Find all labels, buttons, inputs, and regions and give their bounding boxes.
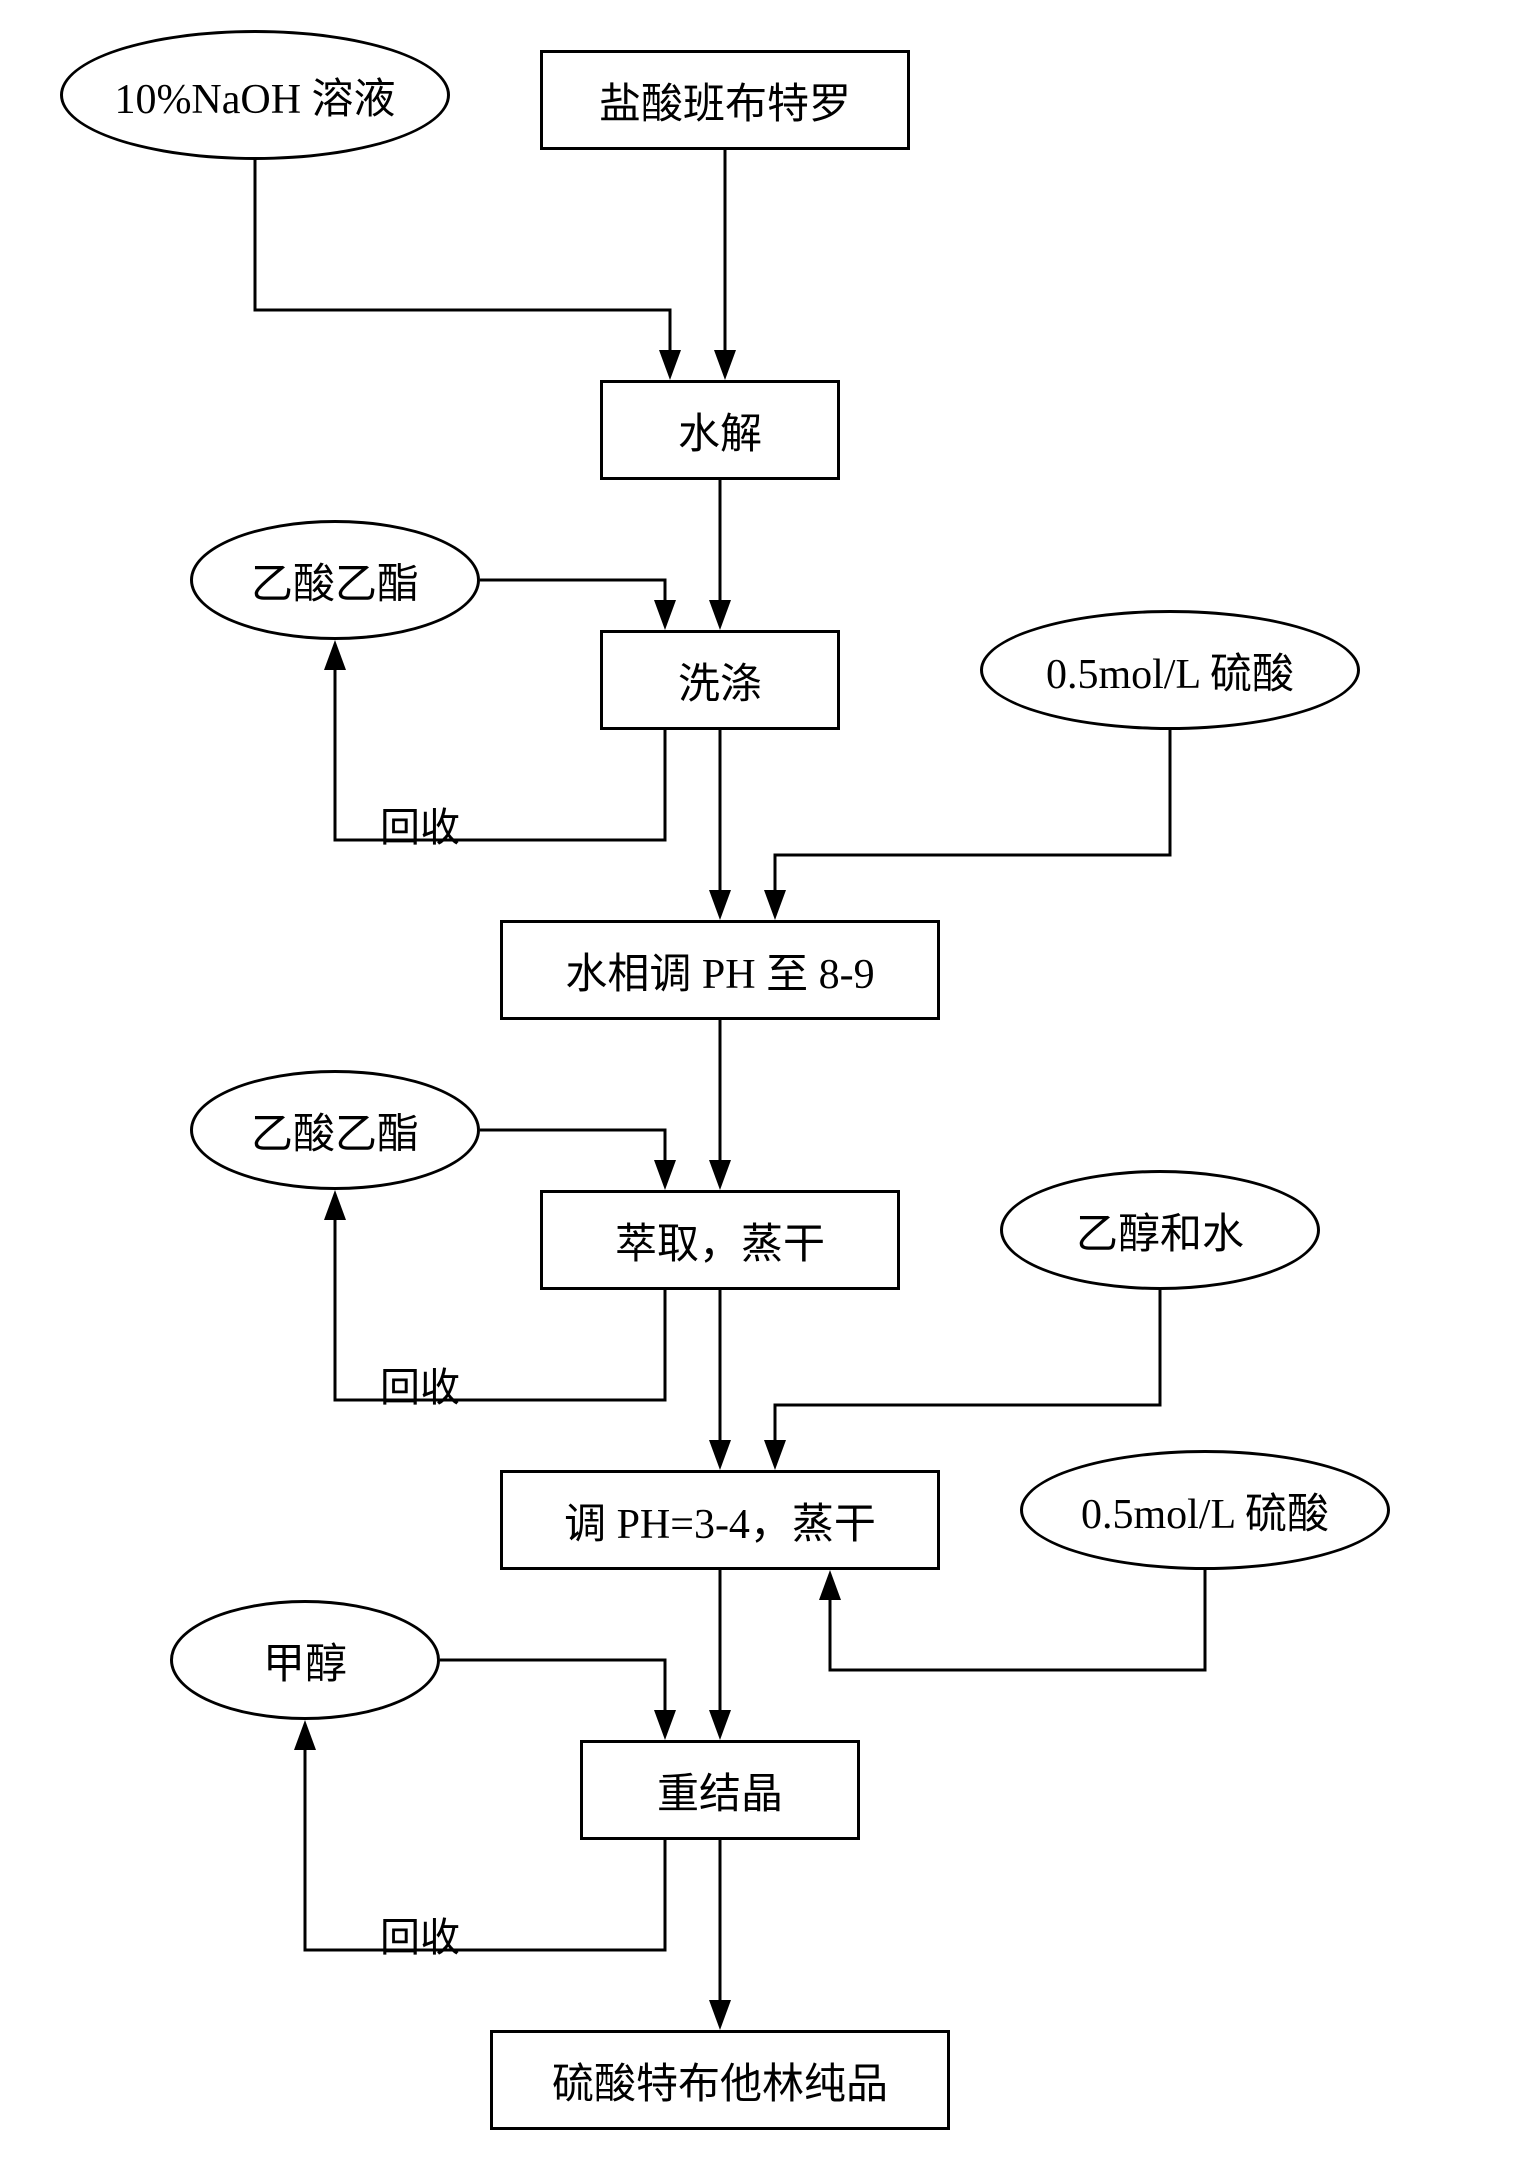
node-start: 盐酸班布特罗: [540, 50, 910, 150]
label-recover3: 回收: [380, 1905, 460, 1963]
arrow-ethwater-in: [775, 1290, 1160, 1440]
node-ea2: 乙酸乙酯: [190, 1070, 480, 1190]
node-label-recryst: 重结晶: [657, 1760, 783, 1821]
node-label-hydrolysis: 水解: [678, 400, 762, 461]
node-label-extract: 萃取，蒸干: [615, 1210, 825, 1271]
node-label-ea1: 乙酸乙酯: [251, 550, 419, 611]
node-ea1: 乙酸乙酯: [190, 520, 480, 640]
node-recryst: 重结晶: [580, 1740, 860, 1840]
node-label-adjph34: 调 PH=3-4，蒸干: [564, 1490, 876, 1551]
node-label-h2so4_1: 0.5mol/L 硫酸: [1046, 640, 1294, 701]
node-label-start: 盐酸班布特罗: [599, 70, 851, 131]
node-product: 硫酸特布他林纯品: [490, 2030, 950, 2130]
arrow-h2so4-1-in: [775, 730, 1170, 890]
node-hydrolysis: 水解: [600, 380, 840, 480]
arrow-naoh-to-hydrolysis: [255, 160, 670, 350]
node-adjph34: 调 PH=3-4，蒸干: [500, 1470, 940, 1570]
node-meoh: 甲醇: [170, 1600, 440, 1720]
node-label-naoh: 10%NaOH 溶液: [114, 65, 395, 126]
arrow-ea1-to-wash: [480, 580, 665, 600]
node-label-meoh: 甲醇: [263, 1630, 347, 1691]
node-label-h2so4_2: 0.5mol/L 硫酸: [1081, 1480, 1329, 1541]
node-h2so4_2: 0.5mol/L 硫酸: [1020, 1450, 1390, 1570]
arrow-h2so4-2-in: [830, 1570, 1205, 1670]
node-label-product: 硫酸特布他林纯品: [552, 2050, 888, 2111]
flowchart-canvas: 10%NaOH 溶液盐酸班布特罗水解乙酸乙酯洗涤0.5mol/L 硫酸水相调 P…: [0, 0, 1520, 2184]
arrow-meoh-to-recryst: [440, 1660, 665, 1710]
node-adjph89: 水相调 PH 至 8-9: [500, 920, 940, 1020]
node-ethwater: 乙醇和水: [1000, 1170, 1320, 1290]
arrow-ea2-to-extract: [480, 1130, 665, 1160]
node-label-wash: 洗涤: [678, 650, 762, 711]
label-recover1: 回收: [380, 795, 460, 853]
node-wash: 洗涤: [600, 630, 840, 730]
node-naoh: 10%NaOH 溶液: [60, 30, 450, 160]
label-recover2: 回收: [380, 1355, 460, 1413]
node-h2so4_1: 0.5mol/L 硫酸: [980, 610, 1360, 730]
node-label-ea2: 乙酸乙酯: [251, 1100, 419, 1161]
node-label-ethwater: 乙醇和水: [1076, 1200, 1244, 1261]
node-extract: 萃取，蒸干: [540, 1190, 900, 1290]
node-label-adjph89: 水相调 PH 至 8-9: [565, 940, 874, 1001]
